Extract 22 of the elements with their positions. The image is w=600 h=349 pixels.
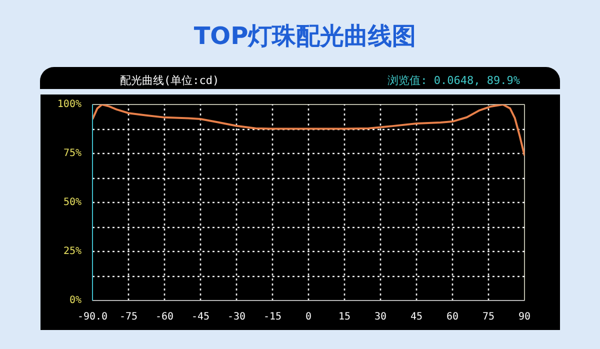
line-series (92, 104, 524, 156)
x-tick-label: 45 (410, 312, 423, 322)
y-tick-label: 50% (63, 197, 82, 208)
y-tick-label: 25% (63, 246, 82, 257)
x-tick-label: -75 (119, 312, 138, 322)
x-tick-label: 60 (446, 312, 459, 322)
x-tick-label: 90 (518, 312, 531, 322)
text: 配光曲线(单位:cd) (120, 73, 220, 89)
y-tick-label: 0% (69, 295, 82, 306)
x-tick-label: -45 (191, 312, 210, 322)
x-tick-label: 15 (338, 312, 351, 322)
x-tick-label: 0 (305, 312, 312, 322)
y-tick-label: 75% (63, 148, 82, 159)
x-tick-label: -30 (227, 312, 246, 322)
text: 浏览值: 0.0648, 89.9% (388, 73, 520, 89)
x-tick-label: -60 (155, 312, 174, 322)
x-tick-label: 75 (482, 312, 495, 322)
y-tick-label: 100% (57, 99, 82, 110)
x-tick-label: -15 (263, 312, 282, 322)
chart-title: TOP灯珠配光曲线图 (194, 21, 416, 52)
x-tick-label: -90.0 (77, 312, 108, 322)
x-tick-label: 30 (374, 312, 387, 322)
